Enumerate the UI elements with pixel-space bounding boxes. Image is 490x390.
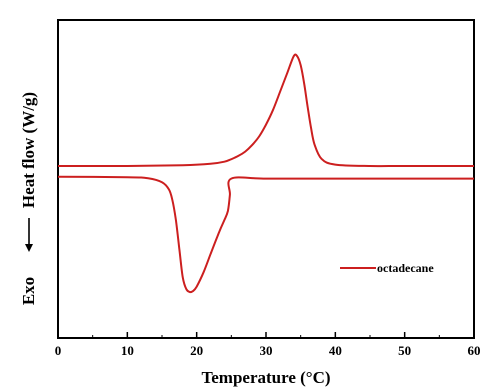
exo-arrow-head xyxy=(25,244,33,252)
x-axis-title: Temperature (°C) xyxy=(201,368,330,387)
x-tick-label: 0 xyxy=(55,343,62,358)
series-layer xyxy=(57,53,474,294)
x-tick-label: 30 xyxy=(260,343,273,358)
legend-label: octadecane xyxy=(377,261,434,275)
y-axis-title-exo: Exo xyxy=(19,277,38,305)
x-axis-ticks: 0 10 20 30 40 50 60 xyxy=(55,332,481,358)
series-line-cooling xyxy=(57,175,474,294)
x-tick-label: 60 xyxy=(468,343,481,358)
series-line-heating xyxy=(57,53,474,168)
y-axis-title: Heat flow (W/g) Exo xyxy=(19,92,38,305)
x-tick-label: 10 xyxy=(121,343,134,358)
x-tick-label: 40 xyxy=(329,343,342,358)
legend: octadecane xyxy=(340,261,434,275)
x-tick-label: 50 xyxy=(398,343,411,358)
x-tick-label: 20 xyxy=(190,343,203,358)
y-axis-title-main: Heat flow (W/g) xyxy=(19,92,38,208)
